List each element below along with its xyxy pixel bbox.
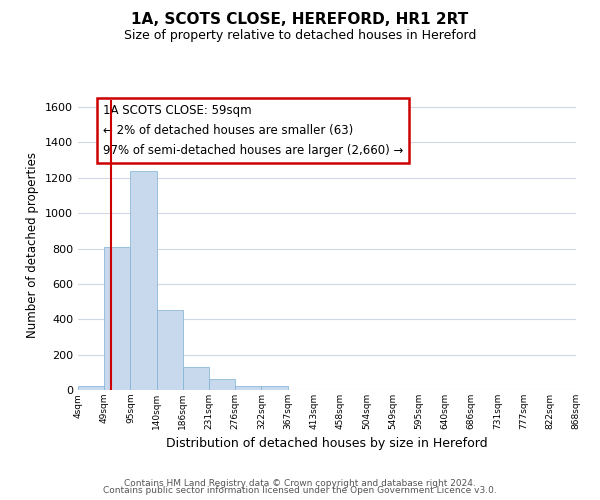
Bar — [235, 386, 262, 390]
Text: Contains public sector information licensed under the Open Government Licence v3: Contains public sector information licen… — [103, 486, 497, 495]
Text: 1A, SCOTS CLOSE, HEREFORD, HR1 2RT: 1A, SCOTS CLOSE, HEREFORD, HR1 2RT — [131, 12, 469, 28]
Bar — [104, 247, 130, 390]
Bar — [157, 310, 183, 390]
Bar — [209, 378, 235, 390]
Bar — [262, 386, 287, 390]
Text: Contains HM Land Registry data © Crown copyright and database right 2024.: Contains HM Land Registry data © Crown c… — [124, 478, 476, 488]
Text: Size of property relative to detached houses in Hereford: Size of property relative to detached ho… — [124, 29, 476, 42]
Text: 1A SCOTS CLOSE: 59sqm
← 2% of detached houses are smaller (63)
97% of semi-detac: 1A SCOTS CLOSE: 59sqm ← 2% of detached h… — [103, 104, 403, 158]
Bar — [130, 170, 157, 390]
Y-axis label: Number of detached properties: Number of detached properties — [26, 152, 40, 338]
Bar — [78, 386, 104, 390]
Bar — [183, 367, 209, 390]
X-axis label: Distribution of detached houses by size in Hereford: Distribution of detached houses by size … — [166, 438, 488, 450]
